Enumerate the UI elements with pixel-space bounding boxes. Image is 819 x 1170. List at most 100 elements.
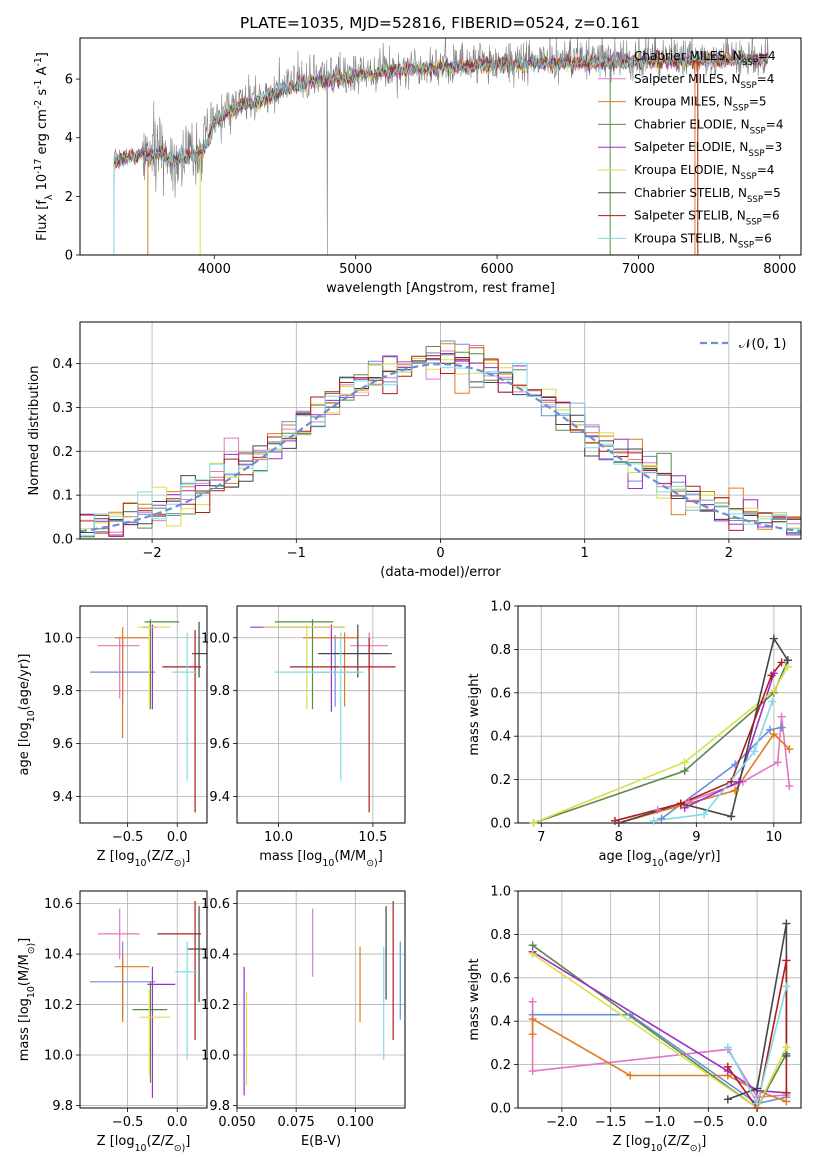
weight-point bbox=[731, 786, 740, 795]
weight-line bbox=[660, 726, 782, 820]
weight-point bbox=[782, 1051, 791, 1060]
weight-point bbox=[528, 1067, 537, 1076]
weight-point bbox=[723, 1062, 732, 1071]
panel-mass_age: 10.0 10.5 9.4 9.6 9.8 10.0 mass [log10(M/M⊙)] bbox=[201, 605, 406, 869]
panels: 4000 5000 6000 7000 8000 0 2 4 6 wavelength [Angs… bbox=[17, 37, 802, 1154]
y-axis-label: mass weight bbox=[467, 673, 482, 755]
x-tick-label: −2.0 bbox=[546, 1115, 578, 1130]
weight-point bbox=[782, 1043, 791, 1052]
y-tick-label: 10.0 bbox=[44, 631, 73, 646]
y-tick-label: 10.0 bbox=[201, 1049, 230, 1064]
weight-line bbox=[533, 666, 789, 823]
weight-point bbox=[528, 1015, 537, 1024]
residual-histogram bbox=[80, 346, 801, 538]
weight-point bbox=[528, 1030, 537, 1039]
y-tick-label: 0.8 bbox=[490, 643, 511, 658]
axes-overlay: 4000 5000 6000 7000 8000 0 2 4 6 wavelength [Angs… bbox=[33, 37, 802, 296]
y-tick-label: 9.6 bbox=[52, 737, 73, 752]
normal-curve bbox=[80, 362, 801, 533]
y-tick-label: 10.2 bbox=[201, 998, 230, 1013]
y-tick-label: 9.8 bbox=[209, 1099, 230, 1114]
x-tick-label: −0.5 bbox=[112, 1115, 144, 1130]
weight-point bbox=[610, 816, 619, 825]
weight-point bbox=[680, 758, 689, 767]
weight-point bbox=[783, 656, 792, 665]
y-tick-label: 9.8 bbox=[52, 1099, 73, 1114]
x-axis-label: age [log10(age/yr)] bbox=[599, 849, 721, 869]
legend-label: Chabrier MILES, NSSP=4 bbox=[634, 49, 776, 68]
y-tick-label: 0.2 bbox=[52, 445, 73, 460]
weight-line bbox=[532, 953, 788, 1108]
x-tick-label: 0 bbox=[436, 546, 444, 561]
axes-overlay: −0.5 0.0 9.4 9.6 9.8 10.0 Z [log10(Z/Z⊙)] age [… bbox=[17, 605, 208, 869]
weight-point bbox=[773, 758, 782, 767]
y-tick-label: 6 bbox=[65, 73, 73, 88]
x-tick-label: 6000 bbox=[481, 262, 514, 277]
x-axis-label: wavelength [Angstrom, rest frame] bbox=[326, 281, 555, 296]
plot-area bbox=[89, 619, 207, 813]
weight-point bbox=[777, 712, 786, 721]
x-tick-label: 0.0 bbox=[747, 1115, 768, 1130]
panel-z_weight: −2.0 −1.5 −1.0 −0.5 0.0 0.0 0.2 0.4 0.6 0.8 1.0 Z [… bbox=[467, 885, 802, 1154]
x-axis-label: Z [log10(Z/Z⊙)] bbox=[613, 1134, 707, 1154]
plot-area bbox=[113, 38, 769, 255]
y-tick-label: 1.0 bbox=[490, 600, 511, 615]
y-tick-label: 9.6 bbox=[209, 737, 230, 752]
y-tick-label: 0.2 bbox=[490, 1058, 511, 1073]
axes-frame bbox=[236, 605, 406, 824]
weight-point bbox=[680, 803, 689, 812]
weight-point bbox=[734, 777, 743, 786]
weight-point bbox=[528, 949, 537, 958]
x-axis-label: mass [log10(M/M⊙)] bbox=[259, 849, 383, 869]
axes-overlay: 0.050 0.075 0.100 9.8 10.0 10.2 10.4 10.6 E(B-V) bbox=[201, 890, 406, 1149]
x-tick-label: 7 bbox=[537, 830, 545, 845]
plot-area bbox=[89, 901, 207, 1098]
axes-frame bbox=[79, 37, 802, 256]
weight-point bbox=[782, 919, 791, 928]
legend-label: Kroupa STELIB, NSSP=6 bbox=[634, 231, 772, 250]
axes-overlay: −0.5 0.0 9.8 10.0 10.2 10.4 10.6 Z [log10(Z/Z⊙)… bbox=[17, 890, 208, 1154]
x-tick-label: 10.5 bbox=[358, 830, 387, 845]
y-tick-label: 0.6 bbox=[490, 971, 511, 986]
y-tick-label: 0.0 bbox=[490, 817, 511, 832]
y-tick-label: 2 bbox=[65, 190, 73, 205]
weight-point bbox=[767, 671, 776, 680]
y-tick-label: 0.4 bbox=[490, 1015, 511, 1030]
y-axis-label: mass [log10(M/M⊙)] bbox=[17, 938, 37, 1062]
x-tick-label: 8 bbox=[615, 830, 623, 845]
panel-z_mass: −0.5 0.0 9.8 10.0 10.2 10.4 10.6 Z [log10(Z/Z⊙)… bbox=[17, 890, 208, 1154]
x-tick-label: −1.5 bbox=[595, 1115, 627, 1130]
model-spectrum bbox=[113, 51, 769, 168]
panel-z_age: −0.5 0.0 9.4 9.6 9.8 10.0 Z [log10(Z/Z⊙)] age [… bbox=[17, 605, 208, 869]
weight-point bbox=[676, 799, 685, 808]
x-axis-label: (data-model)/error bbox=[380, 565, 501, 580]
y-tick-label: 10.0 bbox=[201, 631, 230, 646]
axes-frame bbox=[79, 890, 208, 1109]
x-tick-label: 0.075 bbox=[278, 1115, 315, 1130]
y-tick-label: 0 bbox=[65, 249, 73, 264]
weight-point bbox=[785, 745, 794, 754]
y-tick-label: 9.8 bbox=[209, 684, 230, 699]
weight-point bbox=[727, 777, 736, 786]
x-tick-label: −2 bbox=[143, 546, 162, 561]
legend-label: Kroupa MILES, NSSP=5 bbox=[634, 95, 767, 114]
figure-title: PLATE=1035, MJD=52816, FIBERID=0524, z=0… bbox=[240, 14, 640, 32]
panel-spectrum: 4000 5000 6000 7000 8000 0 2 4 6 wavelength [Angs… bbox=[33, 37, 802, 296]
y-tick-label: 10.6 bbox=[44, 897, 73, 912]
legend-label: Chabrier ELODIE, NSSP=4 bbox=[634, 117, 783, 136]
y-tick-label: 0.0 bbox=[490, 1102, 511, 1117]
axes-overlay: −2 −1 0 1 2 0.0 0.1 0.2 0.3 0.4 (data-model)/error… bbox=[27, 321, 802, 580]
weight-line bbox=[532, 944, 788, 1108]
axes-frame bbox=[517, 605, 802, 824]
plot-area bbox=[531, 923, 788, 1108]
weight-point bbox=[529, 819, 538, 827]
weight-point bbox=[750, 747, 759, 756]
y-tick-label: 10.2 bbox=[44, 998, 73, 1013]
weight-point bbox=[782, 1088, 791, 1097]
weight-point bbox=[765, 725, 774, 734]
x-tick-label: 5000 bbox=[339, 262, 372, 277]
legend-label: Salpeter ELODIE, NSSP=3 bbox=[634, 140, 782, 159]
x-tick-label: 0.050 bbox=[218, 1115, 255, 1130]
legend-label: Salpeter STELIB, NSSP=6 bbox=[634, 209, 780, 228]
x-tick-label: 8000 bbox=[763, 262, 796, 277]
